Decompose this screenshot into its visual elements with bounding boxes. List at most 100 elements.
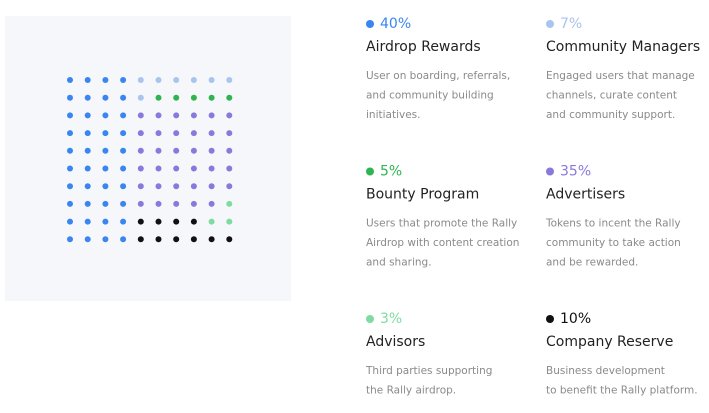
- legend-name: Company Reserve: [546, 334, 673, 350]
- legend-name: Advertisers: [546, 187, 625, 203]
- legend-value: 3%: [380, 311, 402, 327]
- waffle-dot: [226, 147, 233, 154]
- waffle-dot: [84, 200, 91, 207]
- waffle-dot: [84, 77, 91, 83]
- waffle-dot: [226, 77, 233, 83]
- waffle-dot: [67, 200, 73, 207]
- waffle-dot: [102, 165, 109, 172]
- waffle-dot: [208, 147, 215, 154]
- waffle-dot: [173, 77, 180, 83]
- waffle-dot: [120, 165, 127, 172]
- waffle-dot: [155, 218, 162, 225]
- waffle-dot: [226, 165, 233, 172]
- waffle-dot: [137, 236, 144, 243]
- waffle-dot: [173, 236, 180, 243]
- waffle-dot: [208, 112, 215, 119]
- waffle-dot: [120, 94, 127, 101]
- waffle-dot: [137, 200, 144, 207]
- waffle-dot: [102, 200, 109, 207]
- waffle-dot: [102, 236, 109, 243]
- waffle-dot: [155, 112, 162, 119]
- waffle-dot: [84, 147, 91, 154]
- waffle-dot: [155, 236, 162, 243]
- legend-value: 10%: [560, 311, 591, 327]
- waffle-dot: [190, 77, 197, 83]
- waffle-dot: [137, 165, 144, 172]
- waffle-dot: [67, 130, 73, 137]
- waffle-dot: [190, 112, 197, 119]
- legend-dot: [546, 167, 554, 176]
- waffle-dot: [208, 218, 215, 225]
- legend-value: 35%: [560, 164, 591, 180]
- waffle-dot: [208, 77, 215, 83]
- waffle-dot: [120, 183, 127, 190]
- legend-description: Tokens to incent the Rally: [545, 218, 681, 230]
- legend-description: channels, curate content: [546, 90, 677, 102]
- legend-value: 40%: [380, 16, 411, 32]
- waffle-dot: [120, 147, 127, 154]
- waffle-dot: [190, 183, 197, 190]
- legend-description: Airdrop with content creation: [366, 237, 519, 249]
- waffle-dot: [67, 165, 73, 172]
- legend-description: the Rally airdrop.: [366, 385, 456, 397]
- waffle-dot: [226, 112, 233, 119]
- legend-description: Third parties supporting: [365, 365, 492, 377]
- waffle-dot: [226, 236, 233, 243]
- waffle-dot: [67, 147, 73, 154]
- waffle-dot: [208, 200, 215, 207]
- waffle-dot: [190, 200, 197, 207]
- waffle-dot: [208, 236, 215, 243]
- waffle-dot: [84, 236, 91, 243]
- waffle-dot: [208, 165, 215, 172]
- waffle-dot: [173, 165, 180, 172]
- waffle-dot: [190, 130, 197, 137]
- legend-dot: [366, 167, 374, 176]
- waffle-dot: [226, 183, 233, 190]
- waffle-dot: [67, 236, 73, 243]
- waffle-dot: [67, 112, 73, 119]
- legend-name: Airdrop Rewards: [366, 39, 481, 55]
- waffle-dot: [208, 130, 215, 137]
- waffle-panel: [5, 16, 291, 301]
- waffle-dot: [155, 165, 162, 172]
- waffle-dot: [102, 112, 109, 119]
- waffle-dot: [84, 94, 91, 101]
- waffle-dot: [173, 147, 180, 154]
- waffle-dot: [208, 183, 215, 190]
- waffle-dot: [102, 183, 109, 190]
- waffle-dot: [155, 183, 162, 190]
- legend-value: 5%: [380, 164, 402, 180]
- legend-description: and be rewarded.: [546, 257, 638, 269]
- waffle-dot: [67, 77, 73, 83]
- waffle-dot: [120, 200, 127, 207]
- waffle-dot: [67, 183, 73, 190]
- waffle-dot: [137, 77, 144, 83]
- waffle-dot: [102, 94, 109, 101]
- waffle-dot: [173, 130, 180, 137]
- legend-name: Bounty Program: [366, 187, 479, 203]
- waffle-dot: [173, 218, 180, 225]
- legend-description: Engaged users that manage: [546, 70, 695, 82]
- legend-value: 7%: [560, 16, 582, 32]
- legend-name: Community Managers: [546, 39, 700, 55]
- waffle-dot: [137, 130, 144, 137]
- waffle-dot: [137, 218, 144, 225]
- legend-dot: [546, 20, 554, 28]
- waffle-dot: [226, 218, 233, 225]
- waffle-dot: [190, 236, 197, 243]
- waffle-dot: [137, 112, 144, 119]
- waffle-dot: [102, 147, 109, 154]
- legend-dot: [546, 315, 554, 323]
- legend-description: User on boarding, referrals,: [366, 70, 510, 82]
- waffle-dot: [190, 147, 197, 154]
- waffle-dot: [84, 183, 91, 190]
- waffle-dot: [102, 130, 109, 137]
- legend-dot: [366, 315, 374, 323]
- waffle-dot: [190, 94, 197, 101]
- legend-description: initiatives.: [366, 109, 420, 121]
- waffle-dot: [84, 165, 91, 172]
- waffle-dot: [173, 94, 180, 101]
- legend-description: Business development: [546, 365, 665, 377]
- waffle-dot: [102, 218, 109, 225]
